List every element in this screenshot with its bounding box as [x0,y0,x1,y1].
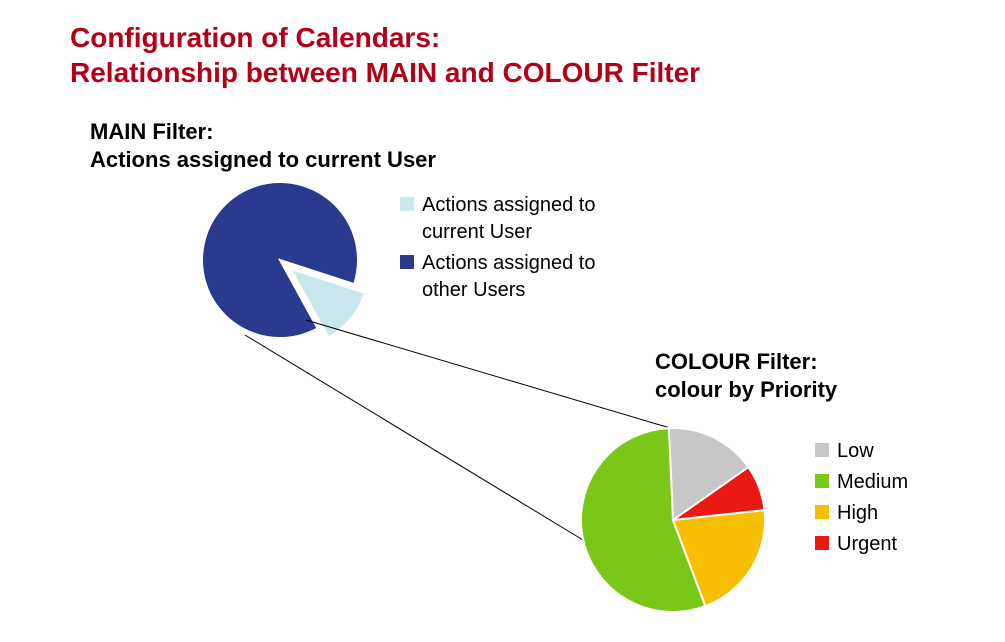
legend-label-medium: Medium [837,469,908,496]
legend-swatch-high [815,505,829,519]
legend-item-urgent: Urgent [815,531,908,558]
colour-filter-subtitle-line1: COLOUR Filter: [655,349,818,374]
colour-filter-legend: Low Medium High Urgent [815,438,908,562]
diagram-stage: Configuration of Calendars: Relationship… [0,0,1005,642]
colour-filter-pie-chart [541,388,805,642]
legend-item-medium: Medium [815,469,908,496]
legend-swatch-low [815,443,829,457]
legend-label-high: High [837,500,878,527]
legend-swatch-medium [815,474,829,488]
legend-label-urgent: Urgent [837,531,897,558]
legend-item-high: High [815,500,908,527]
connector-line-1 [245,335,583,540]
legend-swatch-urgent [815,536,829,550]
legend-label-low: Low [837,438,874,465]
legend-item-low: Low [815,438,908,465]
